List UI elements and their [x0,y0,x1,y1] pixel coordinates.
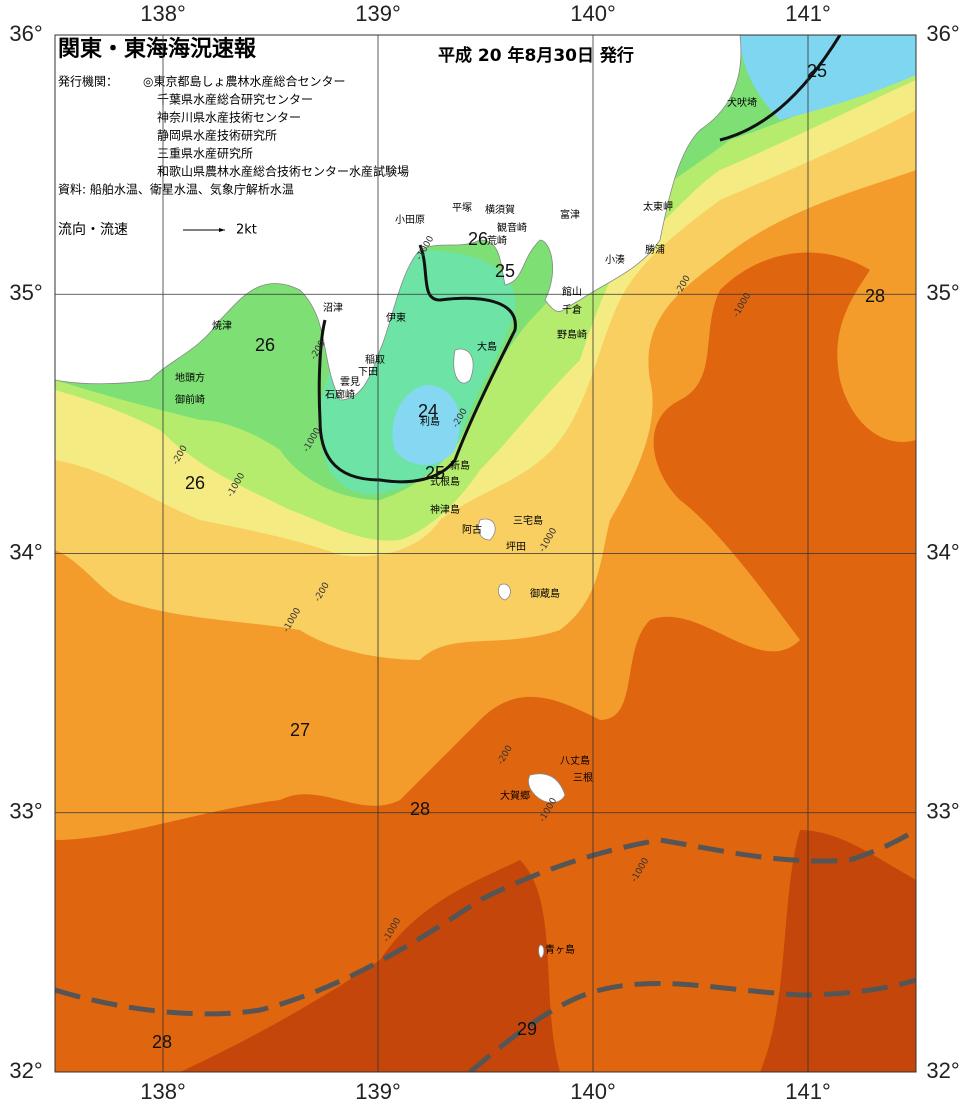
current-scale-head [219,228,225,232]
contour-25-north [719,35,842,142]
place-name: 太東岬 [643,200,673,213]
issuer: 静岡県水産技術研究所 [157,128,277,143]
contour-25-izu [317,244,517,484]
zone-24-5 [320,250,516,495]
place-name: 小湊 [605,253,625,266]
lat-label-right: 35° [926,280,959,305]
lon-label-bottom: 140° [570,1079,616,1104]
place-name: 荒崎 [487,234,507,247]
place-name: 焼津 [212,320,232,332]
oshima [453,348,474,384]
lat-label-left: 34° [9,539,42,564]
place-name: 観音崎 [497,221,527,234]
place-name: 雲見 [340,376,360,388]
place-name: 伊東 [386,311,406,324]
lat-label-right: 33° [926,799,959,824]
contour-label: 24 [418,401,438,421]
place-name: 石廊崎 [325,388,355,401]
contour-label: 25 [495,261,515,281]
land [55,35,742,959]
contour-label: 27 [290,720,310,740]
issuer: ◎東京都島しょ農林水産総合センター [143,74,345,89]
zone-24 [392,385,460,465]
kuroshio-north [55,827,916,1017]
lat-label-right: 32° [926,1058,959,1083]
lat-label-right: 36° [926,21,959,46]
place-name: 横須賀 [485,203,515,216]
place-name: 新島 [450,459,470,472]
place-name: 館山 [562,285,582,298]
place-name: 千倉 [562,303,582,316]
place-name: 御前崎 [175,393,205,406]
issue-date: 平成 20 年8月30日 発行 [438,45,634,66]
contour-label: 26 [185,473,205,493]
miyakejima [478,518,496,541]
zone-cold [740,35,916,120]
aogashima [538,944,545,959]
place-name: 三宅島 [513,514,543,527]
source: 資料: 船舶水温、衛星水温、気象庁解析水温 [58,182,294,197]
place-name: 青ヶ島 [545,943,575,956]
contour-label: 25 [807,61,827,81]
place-name: 神津島 [430,503,460,516]
place-name: 平塚 [452,202,472,214]
contours [55,35,916,1072]
contour-label: 28 [865,286,885,306]
issuer: 千葉県水産総合研究センター [157,92,313,107]
lat-label-left: 33° [9,799,42,824]
lon-label-bottom: 138° [140,1079,186,1104]
place-name: 勝浦 [645,243,665,256]
contour-label: 26 [468,229,488,249]
current-scale: 2kt [236,223,257,238]
honshu [55,35,742,401]
kuroshio-south [468,977,916,1072]
contour-label: 28 [410,799,430,819]
place-name: 犬吠埼 [727,96,757,109]
title: 関東・東海海況速報 [58,36,257,62]
issuer: 神奈川県水産技術センター [157,110,301,125]
lat-label-right: 34° [926,539,959,564]
contour-label: 28 [152,1032,172,1052]
place-name: 大賀郷 [500,789,530,802]
lat-label-left: 35° [9,280,42,305]
mikurajima [498,583,511,601]
hachijojima [528,773,566,803]
issuer-label: 発行機関： [58,74,118,89]
lon-label-bottom: 139° [355,1079,401,1104]
issuer: 三重県水産研究所 [157,146,253,161]
current-label: 流向・流速 [58,222,128,238]
contour-label: 26 [255,335,275,355]
lon-label-bottom: 141° [785,1079,831,1104]
place-name: 沼津 [323,301,343,314]
place-name: 野島崎 [557,328,587,341]
place-name: 富津 [560,208,580,221]
place-name: 下田 [358,367,378,378]
place-name: 大島 [477,340,497,353]
place-name: 阿古 [462,523,482,536]
place-name: 三根 [573,771,593,784]
lat-label-left: 36° [9,21,42,46]
place-name: 式根島 [430,475,460,488]
place-name: 御蔵島 [530,587,560,600]
lon-label-top: 139° [355,1,401,26]
place-name: 坪田 [506,540,526,553]
lon-label-top: 141° [785,1,831,26]
lon-label-top: 140° [570,1,616,26]
lat-label-left: 32° [9,1058,42,1083]
place-name: 稲取 [365,354,385,366]
contour-label: 25 [425,463,445,483]
place-name: 八丈島 [560,754,590,767]
place-name: 地頭方 [175,371,205,384]
contour-label: 29 [517,1019,537,1039]
place-name: 利島 [420,415,440,428]
lon-label-top: 138° [140,1,186,26]
issuer: 和歌山県農林水産総合技術センター水産試験場 [157,164,409,179]
place-name: 小田原 [395,214,425,226]
